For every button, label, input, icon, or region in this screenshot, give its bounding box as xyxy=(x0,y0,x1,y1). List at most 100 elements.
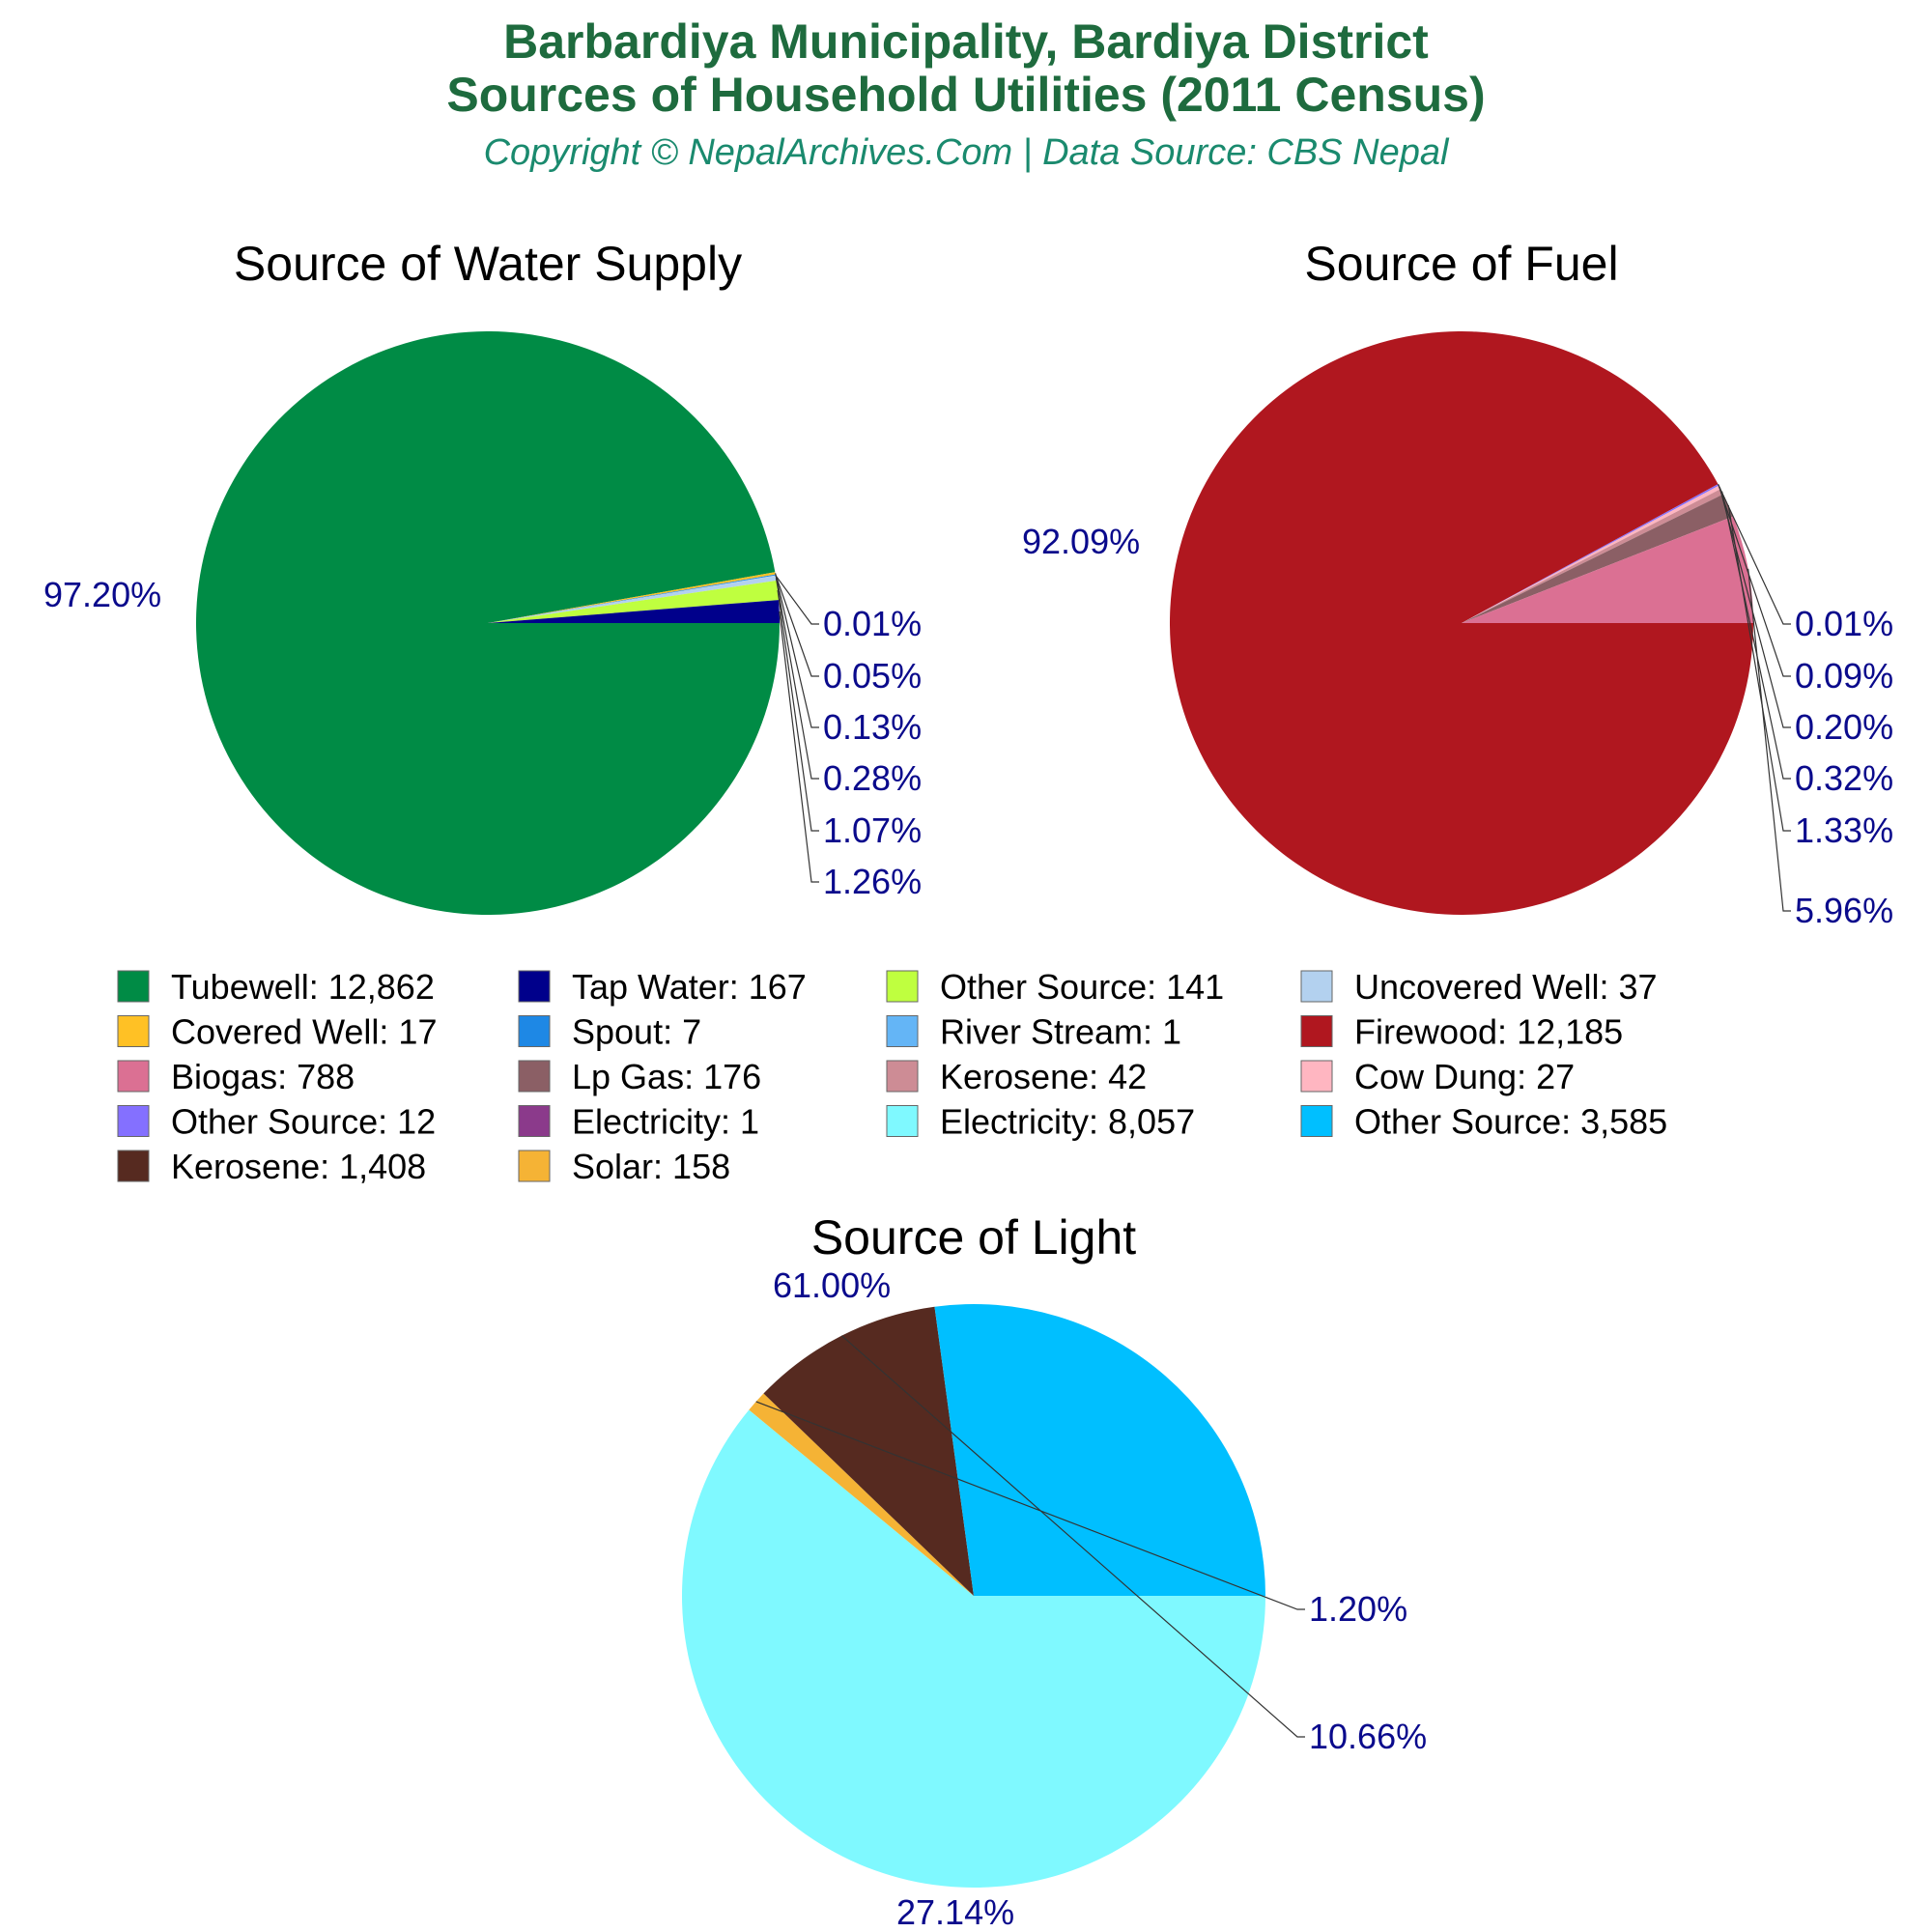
legend-item-tap-water: Tap Water: 167 xyxy=(518,967,807,1007)
percent-label-spout: 0.05% xyxy=(823,656,922,696)
slice-other-source xyxy=(488,580,780,623)
percent-label-uncovered-well: 0.28% xyxy=(823,758,922,798)
legend-swatch xyxy=(117,970,150,1003)
slice-solar xyxy=(749,1393,974,1596)
legend-label: Solar: 158 xyxy=(572,1147,730,1186)
legend-item-lp-gas: Lp Gas: 176 xyxy=(518,1057,761,1096)
legend-item-river-stream: River Stream: 1 xyxy=(886,1012,1181,1052)
legend-item-kerosene: Kerosene: 42 xyxy=(886,1057,1147,1096)
slice-lp-gas xyxy=(1462,494,1734,623)
chart-title-line2: Sources of Household Utilities (2011 Cen… xyxy=(446,68,1485,122)
legend-item-solar: Solar: 158 xyxy=(518,1147,730,1186)
legend-item-uncovered-well: Uncovered Well: 37 xyxy=(1300,967,1658,1007)
legend-item-firewood: Firewood: 12,185 xyxy=(1300,1012,1623,1052)
legend-item-other-source: Other Source: 3,585 xyxy=(1300,1102,1667,1142)
percent-label-kerosene: 10.66% xyxy=(1309,1717,1427,1756)
pie-title: Source of Water Supply xyxy=(234,237,742,291)
legend-label: Cow Dung: 27 xyxy=(1354,1057,1575,1096)
legend-swatch xyxy=(1300,970,1333,1003)
chart-subtitle: Copyright © NepalArchives.Com | Data Sou… xyxy=(484,132,1450,173)
legend-swatch xyxy=(117,1060,150,1093)
slice-spout xyxy=(488,574,776,623)
percent-label-other-source: 27.14% xyxy=(896,1892,1014,1932)
legend-label: Other Source: 141 xyxy=(940,967,1224,1007)
leader-line xyxy=(1717,483,1791,625)
legend: Tubewell: 12,862 Tap Water: 167 Other Sour… xyxy=(117,967,1667,1186)
legend-swatch xyxy=(117,1015,150,1047)
percent-label-tap-water: 1.26% xyxy=(823,862,922,901)
legend-swatch xyxy=(886,1015,919,1047)
percent-label-river-stream: 0.01% xyxy=(823,604,922,643)
slice-electricity xyxy=(1462,484,1719,623)
percent-label-lp-gas: 1.33% xyxy=(1795,810,1893,850)
legend-swatch xyxy=(886,1060,919,1093)
legend-item-biogas: Biogas: 788 xyxy=(117,1057,355,1096)
legend-item-covered-well: Covered Well: 17 xyxy=(117,1012,437,1052)
percent-label-tubewell: 97.20% xyxy=(43,575,161,614)
legend-label: Electricity: 1 xyxy=(572,1102,759,1142)
legend-swatch xyxy=(1300,1105,1333,1137)
legend-label: Uncovered Well: 37 xyxy=(1354,967,1658,1007)
slice-cow-dung xyxy=(1462,485,1721,623)
legend-swatch xyxy=(1300,1060,1333,1093)
legend-label: Other Source: 12 xyxy=(171,1102,436,1142)
percent-label-other-source: 1.07% xyxy=(823,810,922,850)
pie-source-of-fuel: Source of Fuel 92.09% 0.01% 0.09% 0.20% 0.32%… xyxy=(1022,237,1893,930)
slice-tap-water xyxy=(488,600,780,623)
legend-item-cow-dung: Cow Dung: 27 xyxy=(1300,1057,1575,1096)
percent-label-electricity: 61.00% xyxy=(773,1265,891,1305)
slice-kerosene xyxy=(763,1306,974,1596)
pie-source-of-water-supply: Source of Water Supply 97.20% 0.01% 0.05% 0.… xyxy=(43,237,922,916)
percent-label-firewood: 92.09% xyxy=(1022,522,1140,561)
legend-item-kerosene: Kerosene: 1,408 xyxy=(117,1147,426,1186)
legend-swatch xyxy=(518,1150,551,1182)
legend-label: River Stream: 1 xyxy=(940,1012,1181,1052)
slice-uncovered-well xyxy=(488,575,777,623)
legend-item-spout: Spout: 7 xyxy=(518,1012,701,1052)
leader-line xyxy=(841,1335,1305,1738)
pie-title: Source of Fuel xyxy=(1304,237,1618,291)
legend-item-electricity: Electricity: 1 xyxy=(518,1102,759,1142)
percent-label-other-source: 0.09% xyxy=(1795,656,1893,696)
legend-label: Tap Water: 167 xyxy=(572,967,807,1007)
leader-line xyxy=(779,611,819,883)
leader-line xyxy=(775,573,819,728)
legend-label: Kerosene: 42 xyxy=(940,1057,1147,1096)
leader-line xyxy=(755,1401,1305,1610)
percent-label-kerosene: 0.32% xyxy=(1795,758,1893,798)
leader-line xyxy=(775,575,819,625)
legend-label: Kerosene: 1,408 xyxy=(171,1147,426,1186)
slice-covered-well xyxy=(488,572,776,623)
slice-electricity xyxy=(682,1409,1265,1888)
legend-label: Biogas: 788 xyxy=(171,1057,355,1096)
legend-item-other-source: Other Source: 141 xyxy=(886,967,1224,1007)
legend-swatch xyxy=(518,1060,551,1093)
legend-label: Lp Gas: 176 xyxy=(572,1057,761,1096)
slice-river-stream xyxy=(488,575,776,623)
percent-label-solar: 1.20% xyxy=(1309,1589,1407,1629)
legend-swatch xyxy=(518,970,551,1003)
legend-label: Tubewell: 12,862 xyxy=(171,967,435,1007)
legend-label: Other Source: 3,585 xyxy=(1354,1102,1667,1142)
leader-line xyxy=(775,574,819,677)
legend-label: Spout: 7 xyxy=(572,1012,701,1052)
leader-line xyxy=(1719,487,1791,728)
percent-label-biogas: 5.96% xyxy=(1795,891,1893,930)
slice-kerosene xyxy=(1462,489,1723,623)
legend-swatch xyxy=(117,1105,150,1137)
legend-swatch xyxy=(518,1015,551,1047)
legend-label: Covered Well: 17 xyxy=(171,1012,437,1052)
legend-swatch xyxy=(886,970,919,1003)
leader-line xyxy=(1727,504,1791,832)
legend-swatch xyxy=(518,1105,551,1137)
legend-label: Electricity: 8,057 xyxy=(940,1102,1195,1142)
legend-swatch xyxy=(886,1105,919,1137)
slice-biogas xyxy=(1462,516,1753,623)
percent-label-cow-dung: 0.20% xyxy=(1795,707,1893,747)
leader-line xyxy=(775,578,819,780)
legend-swatch xyxy=(1300,1015,1333,1047)
leader-line xyxy=(1718,484,1791,677)
legend-item-other-source: Other Source: 12 xyxy=(117,1102,436,1142)
